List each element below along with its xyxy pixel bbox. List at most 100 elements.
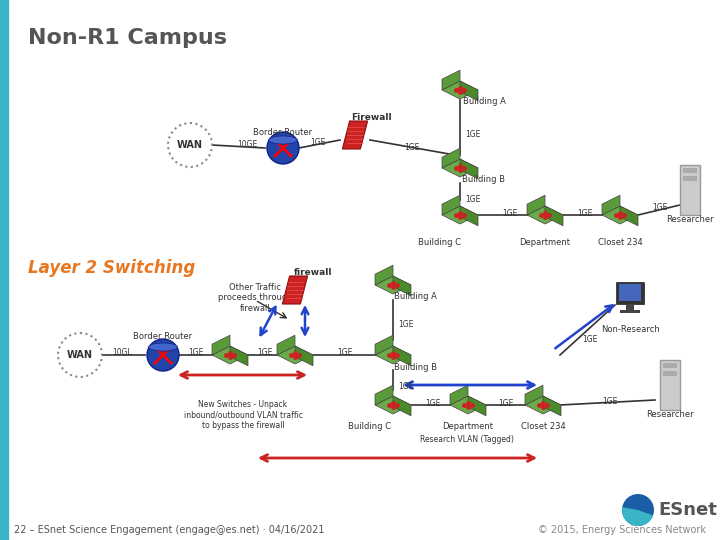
Text: Building B: Building B (462, 175, 505, 184)
Text: firewall: firewall (294, 268, 332, 277)
Polygon shape (460, 159, 478, 179)
Text: Building A: Building A (394, 292, 436, 301)
Text: 1GE: 1GE (310, 138, 325, 147)
Polygon shape (393, 346, 411, 366)
Polygon shape (442, 159, 478, 177)
Text: Building A: Building A (462, 97, 505, 106)
Polygon shape (375, 396, 411, 414)
Polygon shape (468, 396, 486, 416)
Polygon shape (442, 148, 460, 168)
Bar (619, 284, 641, 301)
Polygon shape (212, 335, 230, 355)
Polygon shape (375, 265, 393, 285)
Wedge shape (622, 507, 653, 526)
Polygon shape (460, 81, 478, 101)
Polygon shape (545, 206, 563, 226)
Polygon shape (212, 346, 248, 364)
Text: Department: Department (520, 238, 570, 247)
Polygon shape (543, 396, 561, 416)
Text: Other Traffic
proceeds through
firewall: Other Traffic proceeds through firewall (217, 283, 292, 313)
Text: Researcher: Researcher (666, 215, 714, 224)
Text: Building C: Building C (348, 422, 392, 431)
Polygon shape (442, 70, 460, 90)
Polygon shape (393, 276, 411, 296)
Text: Building B: Building B (394, 363, 436, 372)
Bar (663, 371, 677, 376)
Text: Border Router: Border Router (253, 128, 312, 137)
Text: 1GE: 1GE (398, 320, 413, 329)
Ellipse shape (148, 343, 177, 351)
Text: ESnet: ESnet (658, 501, 717, 519)
Polygon shape (393, 396, 411, 416)
Text: 1GE: 1GE (337, 348, 353, 357)
Polygon shape (295, 346, 313, 366)
Polygon shape (442, 206, 478, 224)
Bar (683, 168, 697, 173)
Polygon shape (460, 206, 478, 226)
Text: Researcher: Researcher (646, 410, 694, 419)
Text: 10GL: 10GL (112, 348, 132, 357)
Polygon shape (375, 385, 393, 405)
Text: New Switches - Unpack
inbound/outbound VLAN traffic
to bypass the firewall: New Switches - Unpack inbound/outbound V… (184, 400, 302, 430)
Polygon shape (282, 276, 307, 304)
Polygon shape (442, 81, 478, 99)
Text: 1GE: 1GE (465, 130, 480, 139)
Circle shape (58, 333, 102, 377)
Polygon shape (375, 346, 411, 364)
Polygon shape (525, 396, 561, 414)
Text: 1GE: 1GE (405, 143, 420, 152)
Text: Layer 2 Switching: Layer 2 Switching (28, 259, 195, 277)
Text: Closet 234: Closet 234 (598, 238, 642, 247)
Bar (660, 360, 680, 410)
Text: 22 – ESnet Science Engagement (engage@es.net) · 04/16/2021: 22 – ESnet Science Engagement (engage@es… (14, 525, 325, 535)
Text: 1GE: 1GE (577, 209, 593, 218)
Bar (680, 165, 700, 215)
Bar (620, 310, 640, 313)
Text: 1GE: 1GE (257, 348, 273, 357)
Bar (0, 0, 8, 540)
Circle shape (168, 123, 212, 167)
Text: 1GE: 1GE (398, 382, 413, 391)
Polygon shape (602, 195, 620, 215)
Polygon shape (375, 335, 393, 355)
Ellipse shape (269, 136, 297, 144)
Text: Department: Department (443, 422, 493, 431)
Polygon shape (442, 195, 460, 215)
Text: Firewall: Firewall (351, 113, 391, 122)
Text: Closet 234: Closet 234 (521, 422, 565, 431)
Polygon shape (620, 206, 638, 226)
Polygon shape (525, 385, 543, 405)
Text: 1GE: 1GE (426, 399, 441, 408)
Circle shape (147, 339, 179, 371)
Text: Research VLAN (Tagged): Research VLAN (Tagged) (420, 435, 514, 444)
Circle shape (267, 132, 299, 164)
Text: Border Router: Border Router (133, 332, 192, 341)
Polygon shape (450, 385, 468, 405)
Text: 1GE: 1GE (465, 195, 480, 204)
Text: Non-Research: Non-Research (600, 325, 660, 334)
Text: WAN: WAN (67, 350, 93, 360)
Polygon shape (527, 195, 545, 215)
Polygon shape (527, 206, 563, 224)
Polygon shape (277, 346, 313, 364)
Text: WAN: WAN (177, 140, 203, 150)
Text: 1GE: 1GE (498, 399, 513, 408)
Bar (626, 304, 634, 310)
Text: 1GE: 1GE (652, 203, 667, 212)
Polygon shape (343, 121, 368, 149)
Text: 10GE: 10GE (237, 140, 257, 149)
Text: Non-R1 Campus: Non-R1 Campus (28, 28, 227, 48)
Polygon shape (602, 206, 638, 224)
Bar (683, 176, 697, 181)
Polygon shape (230, 346, 248, 366)
Text: 1GE: 1GE (503, 209, 518, 218)
Text: © 2015, Energy Sciences Network: © 2015, Energy Sciences Network (538, 525, 706, 535)
Text: Building C: Building C (418, 238, 462, 247)
Polygon shape (277, 335, 295, 355)
Polygon shape (375, 276, 411, 294)
Polygon shape (450, 396, 486, 414)
Circle shape (622, 494, 654, 526)
Text: 1GE: 1GE (603, 397, 618, 406)
Text: 1GE: 1GE (582, 335, 598, 344)
Bar (616, 282, 644, 304)
